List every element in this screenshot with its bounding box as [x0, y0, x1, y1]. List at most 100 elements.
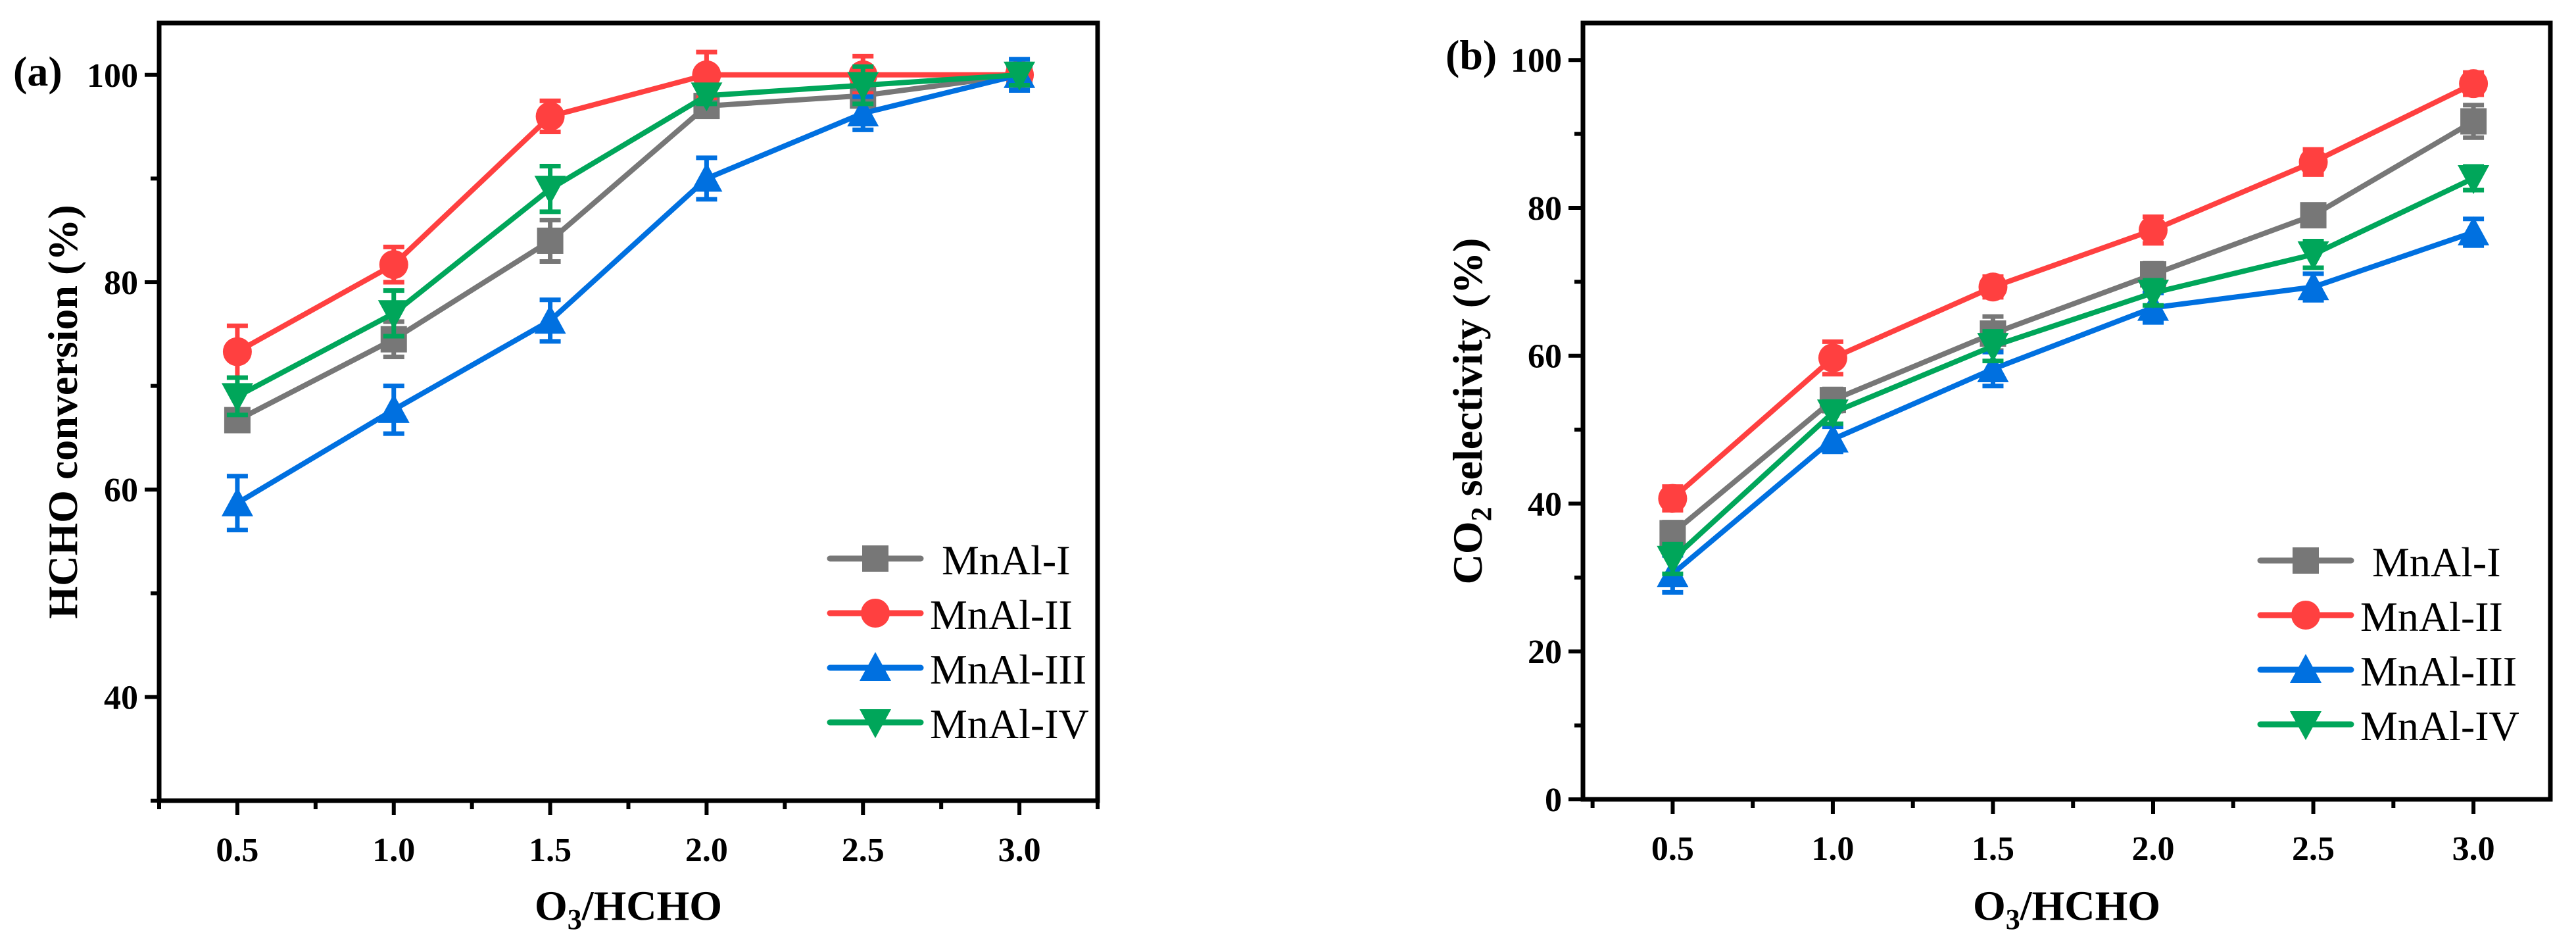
data-point — [534, 176, 566, 205]
x-title-main: O — [535, 882, 568, 929]
data-point — [2137, 280, 2170, 309]
x-title-sub: 3 — [2006, 903, 2020, 936]
legend-marker — [860, 652, 891, 681]
legend-marker — [2293, 547, 2319, 574]
y-axis-title: CO2 selectivity (%) — [1444, 238, 1497, 585]
y-tick-label: 40 — [104, 679, 138, 716]
legend-label: MnAl-I — [2372, 539, 2501, 586]
legend-item: MnAl-III — [827, 646, 1086, 693]
data-point — [2298, 147, 2328, 177]
legend-item: MnAl-III — [2257, 648, 2517, 695]
y-tick-label: 60 — [1528, 338, 1562, 376]
data-point — [2297, 241, 2329, 270]
x-tick-label: 1.5 — [1972, 830, 2014, 868]
legend-marker — [2290, 711, 2321, 740]
legend-item: MnAl-IV — [827, 701, 1089, 747]
data-point — [691, 82, 723, 112]
data-point — [2460, 108, 2487, 135]
y-title-main: HCHO conversion (%) — [39, 205, 86, 618]
data-point — [537, 227, 564, 254]
panel-label: (a) — [13, 48, 62, 95]
legend-item: MnAl-II — [827, 591, 1073, 638]
legend-item: MnAl-II — [2257, 593, 2503, 640]
data-point — [2300, 202, 2327, 229]
data-point — [379, 250, 408, 280]
x-tick-label: 3.0 — [998, 832, 1041, 869]
y-tick-label: 80 — [1528, 190, 1562, 228]
legend-label: MnAl-III — [2360, 648, 2517, 695]
data-point — [1659, 520, 1686, 547]
data-point — [847, 97, 879, 127]
data-point — [221, 487, 253, 516]
legend-marker — [860, 709, 891, 738]
x-tick-label: 2.5 — [842, 832, 885, 869]
y-tick-label: 40 — [1528, 486, 1562, 523]
series-mnal-iii — [221, 57, 1036, 533]
legend-item: MnAl-I — [2257, 539, 2501, 586]
legend-marker — [2290, 654, 2321, 683]
data-point — [377, 300, 410, 330]
series-line — [1670, 119, 2475, 536]
x-tick-label: 3.0 — [2452, 830, 2495, 868]
data-point — [1978, 272, 2008, 302]
y-tick-label: 20 — [1528, 634, 1562, 671]
x-title-rest: /HCHO — [2020, 882, 2160, 929]
x-tick-label: 1.5 — [529, 832, 571, 869]
plot-frame — [1580, 20, 2553, 802]
legend-item: MnAl-I — [827, 537, 1071, 584]
x-title-sub: 3 — [568, 903, 582, 936]
x-tick-label: 2.5 — [2292, 830, 2335, 868]
data-point — [1658, 484, 1688, 513]
series-line — [235, 72, 1020, 355]
x-tick-label: 1.0 — [1811, 830, 1854, 868]
panel-label: (b) — [1446, 32, 1497, 78]
y-title-main: CO — [1444, 521, 1491, 584]
data-point — [2459, 69, 2489, 99]
y-tick-label: 60 — [104, 472, 138, 509]
x-title-rest: /HCHO — [581, 882, 722, 929]
x-axis-title: O3/HCHO — [535, 882, 722, 936]
data-point — [2139, 215, 2168, 245]
panel-a: 0.5 1.0 1.5 2.0 2.5 3.0 40 60 80 100 O3/HCHO HCHO c… — [13, 20, 1100, 936]
data-point — [1004, 61, 1036, 91]
series-line — [236, 72, 1020, 423]
series-mnal-iv — [221, 61, 1036, 418]
x-tick-label: 0.5 — [216, 832, 258, 869]
data-point — [1816, 423, 1849, 453]
y-title-sub: 2 — [1465, 507, 1497, 521]
y-tick-label: 100 — [87, 57, 138, 95]
legend-label: MnAl-IV — [2360, 703, 2519, 749]
data-point — [847, 72, 879, 101]
legend-marker — [861, 599, 890, 628]
y-tick-label: 100 — [1511, 42, 1562, 80]
data-point — [691, 162, 723, 192]
legend-label: MnAl-I — [942, 537, 1071, 584]
x-title-main: O — [1973, 882, 2006, 929]
data-point — [377, 393, 410, 423]
legend-marker — [862, 545, 888, 572]
data-point — [692, 60, 721, 89]
series-line — [1670, 176, 2475, 561]
x-tick-label: 1.0 — [372, 832, 415, 869]
panel-b: 0.5 1.0 1.5 2.0 2.5 3.0 0 20 40 60 80 100 O3/HCHO CO2… — [1444, 20, 2553, 936]
y-tick-label: 80 — [104, 264, 138, 302]
legend-label: MnAl-II — [2360, 593, 2503, 640]
x-tick-label: 0.5 — [1651, 830, 1694, 868]
x-tick-label: 2.0 — [2132, 830, 2175, 868]
series-line — [1670, 230, 2475, 576]
data-point — [1977, 353, 2009, 382]
data-point — [221, 383, 253, 413]
data-point — [1818, 343, 1847, 373]
series-mnal-iv — [1657, 164, 2490, 576]
legend-label: MnAl-III — [930, 646, 1086, 693]
legend-label: MnAl-II — [930, 591, 1073, 638]
data-point — [2458, 165, 2490, 194]
data-point — [535, 101, 565, 131]
series-line — [1670, 81, 2475, 501]
data-point — [2297, 271, 2329, 301]
y-axis-title: HCHO conversion (%) — [39, 205, 86, 618]
series-line — [235, 72, 1021, 506]
y-title-rest: selectivity (%) — [1444, 238, 1491, 507]
data-point — [1816, 399, 1849, 429]
